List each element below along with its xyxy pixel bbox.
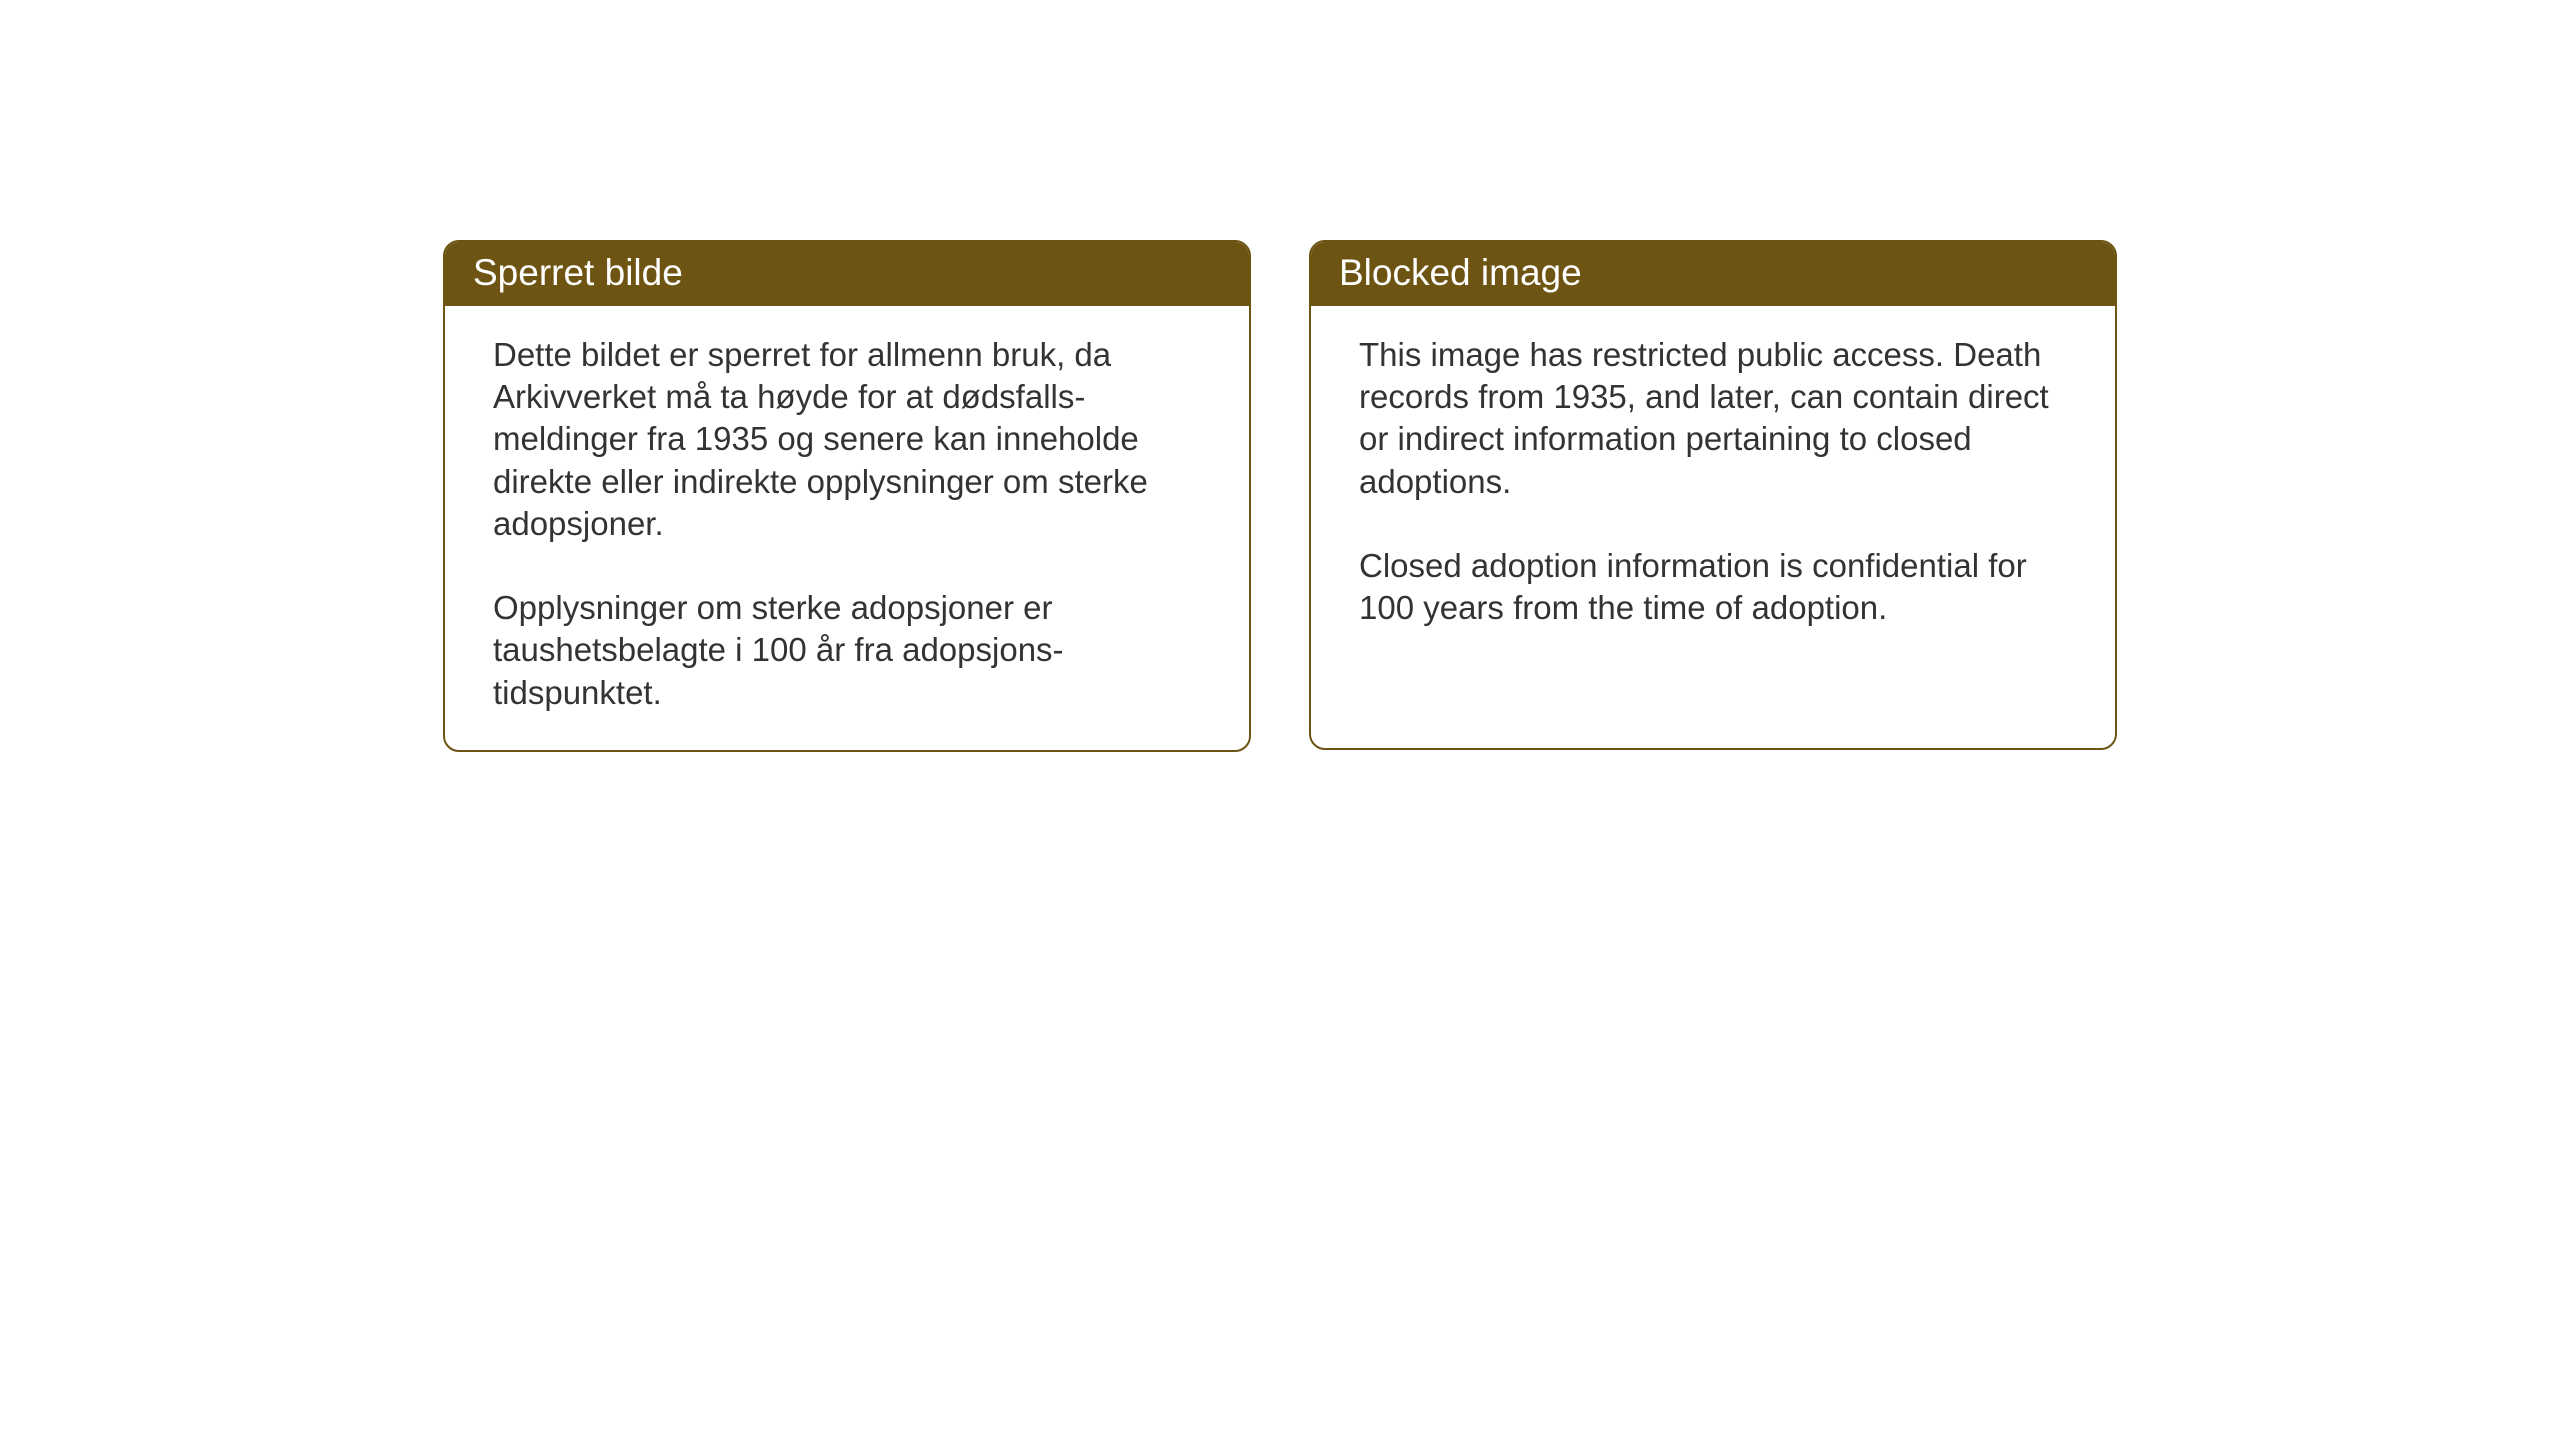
- notice-card-english: Blocked image This image has restricted …: [1309, 240, 2117, 750]
- card-paragraph-2-norwegian: Opplysninger om sterke adopsjoner er tau…: [493, 587, 1205, 714]
- card-paragraph-1-english: This image has restricted public access.…: [1359, 334, 2071, 503]
- card-body-english: This image has restricted public access.…: [1311, 306, 2115, 665]
- notice-container: Sperret bilde Dette bildet er sperret fo…: [443, 240, 2117, 752]
- card-title-english: Blocked image: [1339, 252, 1582, 293]
- card-header-norwegian: Sperret bilde: [445, 242, 1249, 306]
- notice-card-norwegian: Sperret bilde Dette bildet er sperret fo…: [443, 240, 1251, 752]
- card-body-norwegian: Dette bildet er sperret for allmenn bruk…: [445, 306, 1249, 750]
- card-paragraph-1-norwegian: Dette bildet er sperret for allmenn bruk…: [493, 334, 1205, 545]
- card-title-norwegian: Sperret bilde: [473, 252, 683, 293]
- card-paragraph-2-english: Closed adoption information is confident…: [1359, 545, 2071, 629]
- card-header-english: Blocked image: [1311, 242, 2115, 306]
